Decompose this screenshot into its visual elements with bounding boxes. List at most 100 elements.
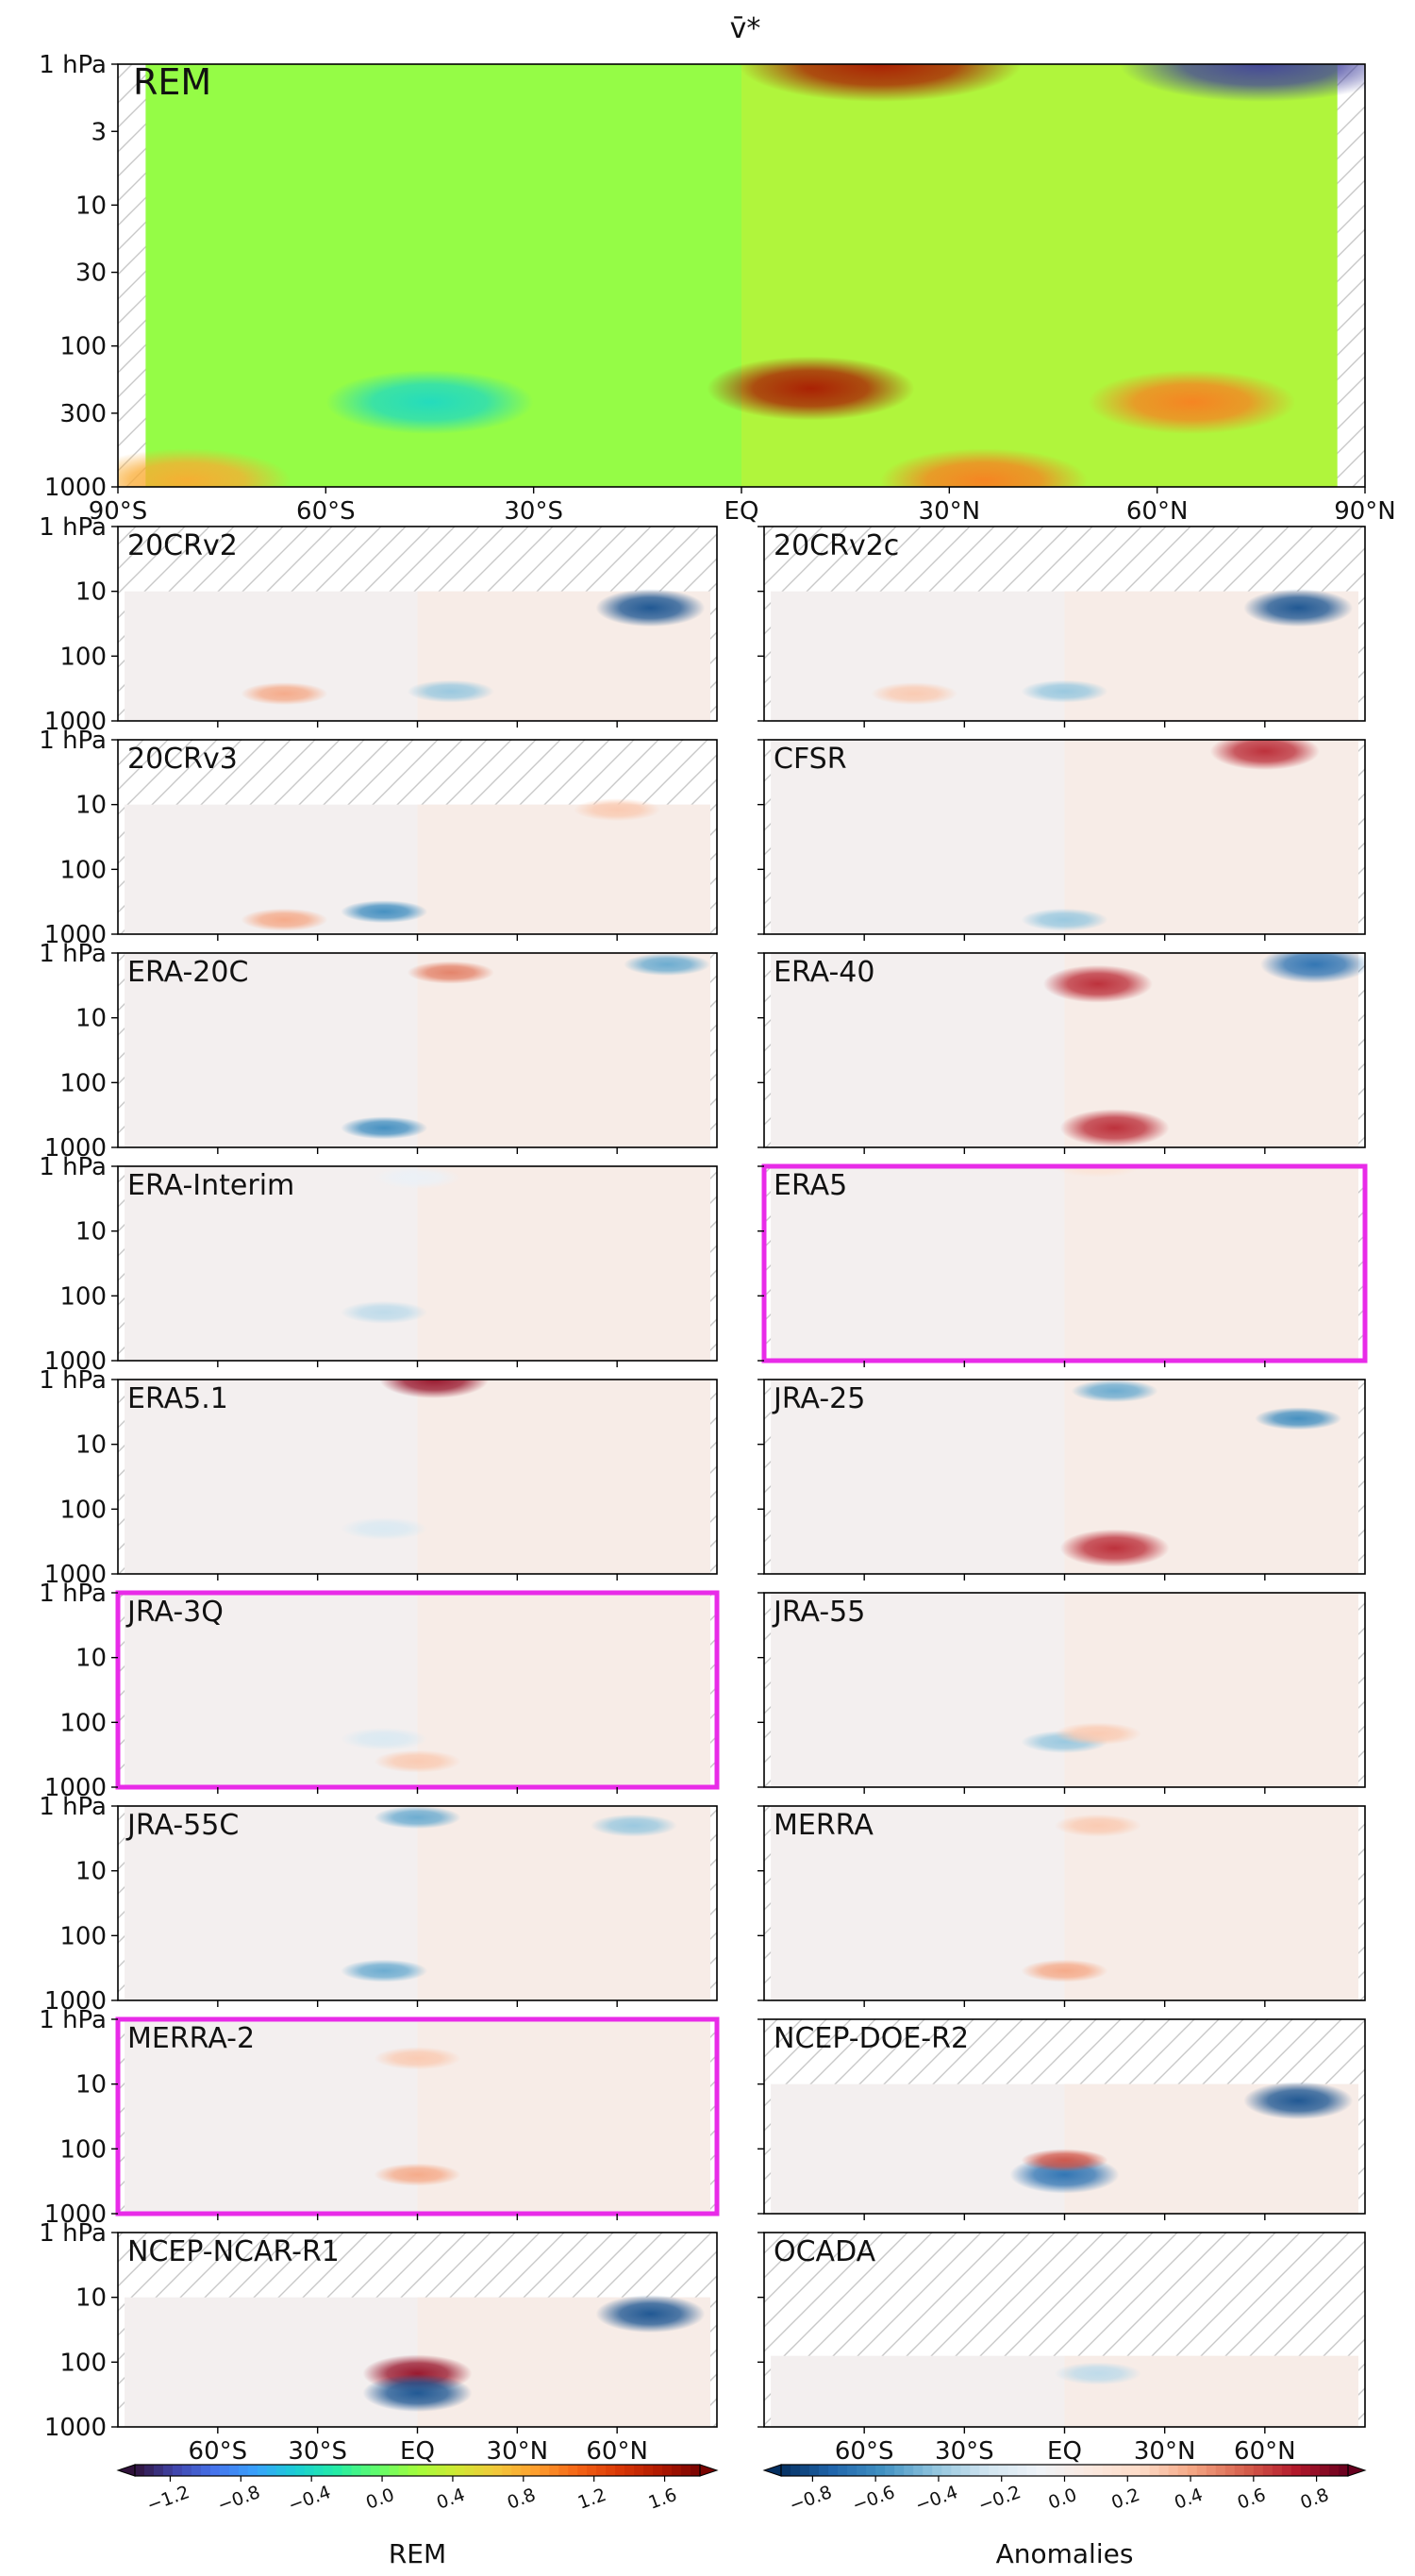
colorbar-segment — [1300, 2465, 1311, 2476]
y-tick-label: 1000 — [44, 1134, 107, 1163]
panel-ncep-ncar-r1: NCEP-NCAR-R1 1 hPa 10 100 1000 60°S 30°S EQ 30°N… — [39, 2219, 718, 2466]
panel-label: REM — [133, 61, 211, 103]
contour-feature — [1054, 2362, 1141, 2385]
contour-feature — [362, 2374, 473, 2413]
panel-label: NCEP-DOE-R2 — [774, 2022, 969, 2055]
contour-feature — [341, 1116, 428, 1140]
contour-feature — [1119, 64, 1365, 102]
colorbar-tick-label: 1.2 — [575, 2484, 609, 2514]
y-tick-label: 1000 — [44, 1561, 107, 1589]
colorbar-tick-label: 0.0 — [363, 2484, 397, 2514]
colorbar-segment — [1196, 2465, 1207, 2476]
contour-feature — [1021, 679, 1108, 703]
colorbar-segment — [313, 2465, 325, 2476]
colorbar-segment — [379, 2465, 391, 2476]
colorbar-segment — [885, 2465, 895, 2476]
colorbar-segment — [135, 2465, 145, 2476]
contour-feature — [374, 1749, 461, 1773]
y-tick-label: 100 — [59, 333, 107, 361]
colorbar-segment — [923, 2465, 933, 2476]
colorbar-segment — [1140, 2465, 1151, 2476]
colorbar-segment — [323, 2465, 334, 2476]
colorbar-segment — [1319, 2465, 1330, 2476]
colorbar-segment — [800, 2465, 810, 2476]
colorbar-segment — [1026, 2465, 1038, 2476]
colorbar-segment — [549, 2465, 559, 2476]
panel-era-40: ERA-40 — [757, 952, 1366, 1154]
colorbar-segment — [483, 2465, 493, 2476]
y-tick-label: 10 — [75, 1218, 107, 1246]
colorbar-segment — [1281, 2465, 1292, 2476]
colorbar-segment — [219, 2465, 230, 2476]
colorbar-segment — [1102, 2465, 1113, 2476]
y-tick-label: 100 — [59, 643, 107, 671]
contour-feature — [1021, 2149, 1108, 2172]
panel-20crv2c: 20CRv2c — [757, 526, 1366, 728]
contour-feature — [1054, 1166, 1141, 1178]
panel-label: MERRA — [774, 1809, 874, 1842]
y-tick-label: 1000 — [44, 1774, 107, 1802]
colorbar-tick-label: −0.8 — [215, 2482, 263, 2516]
colorbar-segment — [304, 2465, 315, 2476]
colorbar-segment — [781, 2465, 791, 2476]
contour-feature — [1243, 589, 1354, 627]
x-tick-label: 90°N — [1334, 497, 1396, 526]
colorbar-segment — [857, 2465, 867, 2476]
y-tick-label: 1 hPa — [39, 727, 107, 755]
colorbar-segment — [1168, 2465, 1179, 2476]
colorbar-tick-label: 1.6 — [646, 2484, 680, 2514]
colorbar-segment — [970, 2465, 980, 2476]
colorbar-segment — [1224, 2465, 1236, 2476]
colorbar-segment — [1092, 2465, 1104, 2476]
y-tick-label: 100 — [59, 1069, 107, 1097]
colorbar-tick-label: 0.0 — [1045, 2484, 1079, 2514]
y-tick-label: 1000 — [44, 474, 107, 502]
contour-feature — [1071, 1380, 1158, 1403]
y-tick-label: 1 hPa — [39, 2219, 107, 2248]
contour-feature — [374, 2047, 461, 2070]
colorbar-segment — [577, 2465, 588, 2476]
x-tick-label: 60°S — [835, 2437, 894, 2466]
contour-feature — [1059, 1109, 1170, 1147]
panel-merra: MERRA — [757, 1805, 1366, 2007]
colorbar-segment — [1272, 2465, 1283, 2476]
colorbar-segment — [847, 2465, 857, 2476]
panel-cfsr: CFSR — [757, 739, 1366, 941]
colorbar-segment — [1055, 2465, 1066, 2476]
y-tick-label: 1000 — [44, 921, 107, 949]
colorbar-label: Anomalies — [996, 2538, 1134, 2569]
colorbar-tick-label: 0.4 — [434, 2484, 468, 2514]
colorbar-segment — [681, 2465, 691, 2476]
colorbar-segment — [1149, 2465, 1160, 2476]
colorbar-segment — [1243, 2465, 1255, 2476]
y-tick-label: 100 — [59, 2135, 107, 2164]
colorbar-segment — [238, 2465, 249, 2476]
y-tick-label: 3 — [91, 118, 107, 146]
contour-feature — [1054, 1722, 1141, 1746]
contour-feature — [590, 1814, 677, 1837]
colorbar-tick-label: 0.8 — [1298, 2484, 1332, 2514]
x-tick-label: EQ — [400, 2437, 435, 2466]
contour-feature — [407, 961, 494, 984]
colorbar-segment — [1045, 2465, 1057, 2476]
panel-label: NCEP-NCAR-R1 — [127, 2235, 340, 2268]
x-tick-label: 60°S — [189, 2437, 248, 2466]
x-tick-label: 30°N — [1134, 2437, 1196, 2466]
colorbar-segment — [502, 2465, 512, 2476]
y-tick-label: 10 — [75, 192, 107, 220]
contour-feature — [1259, 953, 1365, 984]
colorbar-segment — [1064, 2465, 1075, 2476]
panel-label: 20CRv2c — [774, 529, 899, 562]
panel-jra-55c: JRA-55C 1 hPa 10 100 1000 — [39, 1793, 718, 2016]
colorbar-segment — [351, 2465, 362, 2476]
colorbar-segment — [1074, 2465, 1085, 2476]
y-tick-label: 100 — [59, 1496, 107, 1524]
colorbar-segment — [436, 2465, 447, 2476]
x-tick-label: 60°N — [1234, 2437, 1296, 2466]
colorbar-segment — [1338, 2465, 1349, 2476]
contour-feature — [880, 448, 1089, 487]
colorbar-tick-label: −0.4 — [286, 2482, 334, 2516]
y-tick-label: 1000 — [44, 1347, 107, 1376]
colorbar-segment — [596, 2465, 607, 2476]
